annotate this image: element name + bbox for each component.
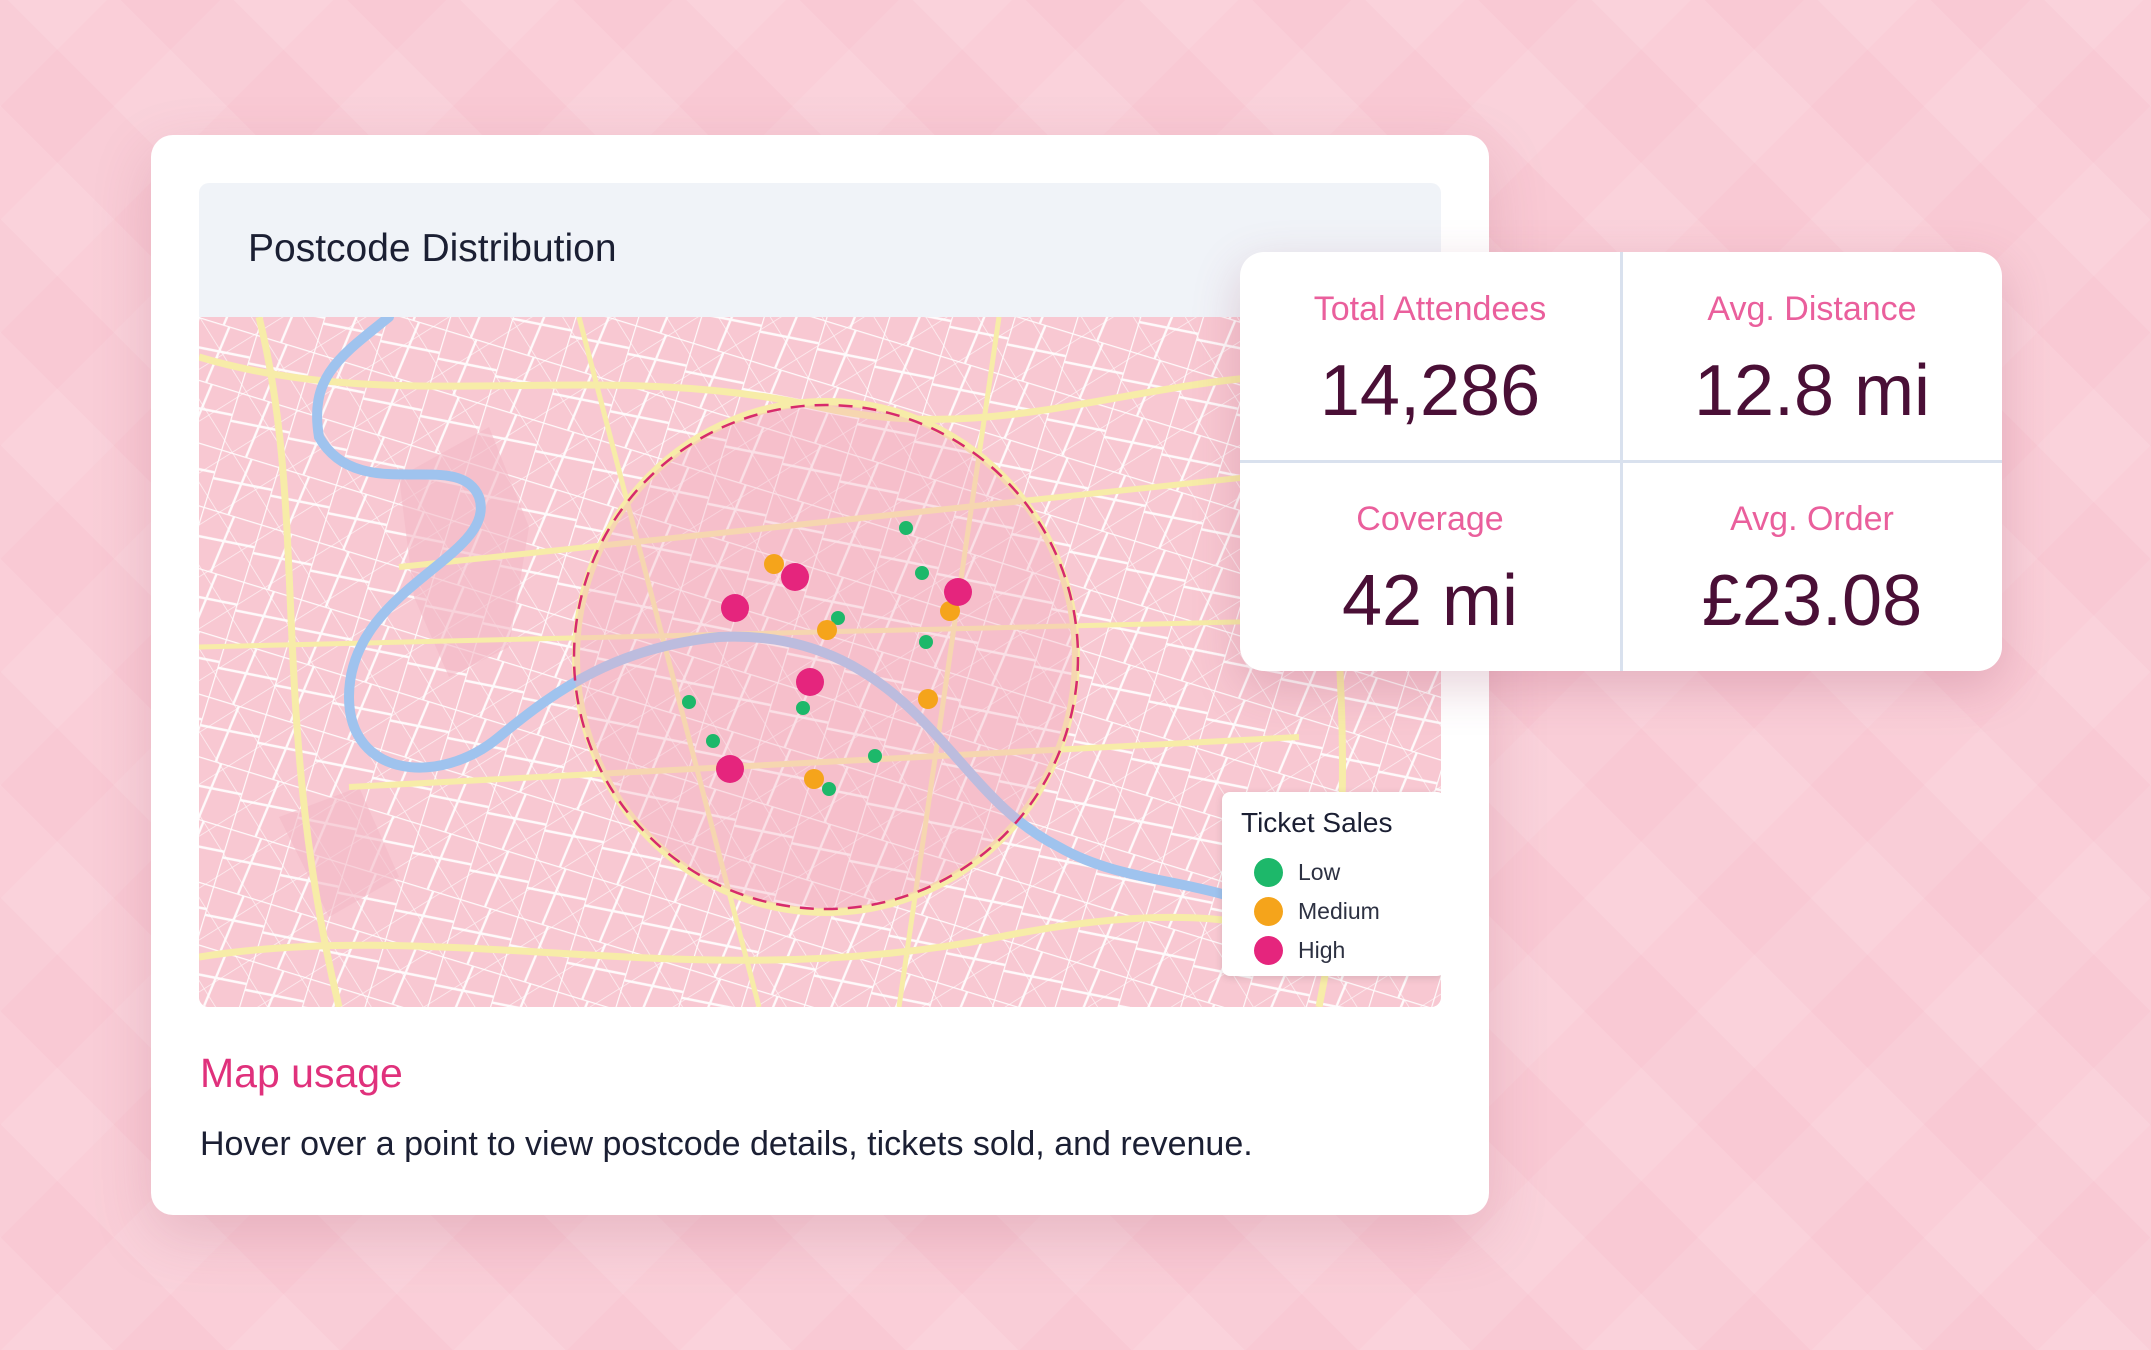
stats-panel: Total Attendees 14,286 Avg. Distance 12.… (1240, 252, 2002, 671)
legend-title: Ticket Sales (1241, 807, 1393, 838)
high-point[interactable] (781, 563, 809, 591)
high-dot-icon (1254, 935, 1283, 965)
low-dot-icon (1254, 857, 1283, 887)
legend-item-medium: Medium (1254, 895, 1380, 927)
medium-point[interactable] (764, 554, 784, 574)
low-point[interactable] (868, 749, 882, 763)
stat-label: Avg. Distance (1707, 290, 1917, 328)
stat-label: Coverage (1356, 500, 1504, 538)
postcode-map[interactable]: Ticket Sales Low Medium High (199, 317, 1441, 1007)
stat-label: Total Attendees (1313, 290, 1547, 328)
stat-avg-order: Avg. Order £23.08 (1622, 462, 2002, 670)
medium-point[interactable] (817, 620, 837, 640)
medium-point[interactable] (804, 769, 824, 789)
map-canvas[interactable] (199, 317, 1441, 1007)
legend-label: Low (1298, 858, 1341, 885)
stat-value: 42 mi (1341, 561, 1519, 641)
low-point[interactable] (899, 521, 913, 535)
medium-point[interactable] (918, 689, 938, 709)
low-point[interactable] (682, 695, 696, 709)
stat-value: 12.8 mi (1693, 351, 1931, 431)
map-usage-text: Hover over a point to view postcode deta… (200, 1125, 1253, 1163)
postcode-distribution-card: Postcode Distribution (151, 135, 1489, 1215)
low-point[interactable] (831, 611, 845, 625)
legend-item-high: High (1254, 934, 1345, 966)
legend-item-low: Low (1254, 856, 1340, 888)
low-point[interactable] (822, 782, 836, 796)
high-point[interactable] (944, 578, 972, 606)
stats-divider-horizontal (1240, 460, 2002, 463)
high-point[interactable] (716, 755, 744, 783)
map-usage-title: Map usage (200, 1050, 403, 1096)
legend-label: High (1298, 936, 1346, 963)
low-point[interactable] (706, 734, 720, 748)
medium-dot-icon (1254, 896, 1283, 926)
card-title: Postcode Distribution (248, 227, 617, 270)
stat-value: 14,286 (1319, 351, 1541, 431)
card-header: Postcode Distribution (199, 183, 1441, 317)
low-point[interactable] (796, 701, 810, 715)
low-point[interactable] (919, 635, 933, 649)
legend-label: Medium (1298, 897, 1380, 924)
high-point[interactable] (721, 594, 749, 622)
stat-avg-distance: Avg. Distance 12.8 mi (1622, 252, 2002, 460)
low-point[interactable] (915, 566, 929, 580)
high-point[interactable] (796, 668, 824, 696)
stat-label: Avg. Order (1730, 500, 1894, 538)
stat-coverage: Coverage 42 mi (1240, 462, 1620, 670)
ticket-sales-legend: Ticket Sales Low Medium High (1222, 792, 1441, 976)
stat-value: £23.08 (1701, 561, 1923, 641)
stat-total-attendees: Total Attendees 14,286 (1240, 252, 1620, 460)
medium-point[interactable] (940, 601, 960, 621)
